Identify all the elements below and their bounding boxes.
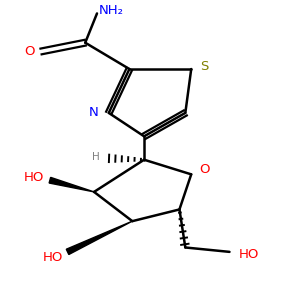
Text: HO: HO	[23, 171, 44, 184]
Polygon shape	[66, 221, 132, 254]
Text: O: O	[24, 45, 34, 58]
Text: HO: HO	[43, 251, 63, 264]
Text: N: N	[89, 106, 99, 119]
Text: O: O	[199, 164, 210, 176]
Text: S: S	[200, 60, 209, 73]
Text: H: H	[92, 152, 99, 162]
Text: NH₂: NH₂	[99, 4, 124, 17]
Polygon shape	[49, 177, 94, 192]
Text: HO: HO	[238, 248, 259, 261]
